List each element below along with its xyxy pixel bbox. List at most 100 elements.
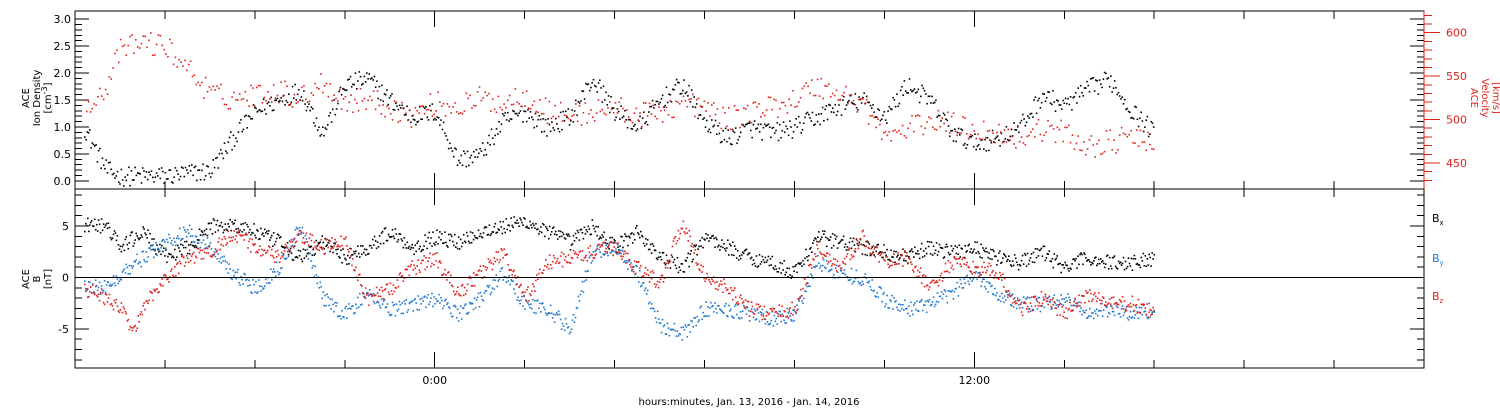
bx-point-283 xyxy=(364,248,366,251)
velocity-point-100 xyxy=(272,84,275,86)
by-point-430 xyxy=(509,283,511,286)
velocity-point-66 xyxy=(208,86,211,88)
density-point-661 xyxy=(916,91,918,93)
bx-point-740 xyxy=(816,240,818,243)
by-point-145 xyxy=(227,272,229,274)
bz-point-473 xyxy=(551,260,554,263)
velocity-point-372 xyxy=(786,112,789,114)
density-point-315 xyxy=(480,150,483,152)
bx-point-953 xyxy=(1026,252,1029,255)
bz-point-625 xyxy=(702,265,704,268)
bx-point-596 xyxy=(673,258,676,261)
bx-point-555 xyxy=(633,233,635,236)
velocity-point-260 xyxy=(575,103,577,105)
bz-point-905 xyxy=(979,271,981,274)
bz-point-443 xyxy=(522,291,524,293)
velocity-point-119 xyxy=(308,100,311,103)
by-point-780 xyxy=(855,269,858,272)
bx-point-737 xyxy=(813,239,815,242)
bx-point-394 xyxy=(473,235,476,237)
density-point-657 xyxy=(911,90,913,93)
by-point-880 xyxy=(954,287,957,290)
velocity-point-473 xyxy=(977,133,979,136)
by-point-268 xyxy=(349,307,351,309)
velocity-point-396 xyxy=(831,92,834,95)
by-point-960 xyxy=(1033,296,1036,299)
bz-point-273 xyxy=(354,269,356,272)
bx-point-264 xyxy=(345,258,347,261)
bx-point-453 xyxy=(532,222,534,225)
by-point-403 xyxy=(482,299,485,302)
by-point-1025 xyxy=(1098,310,1100,312)
bz-point-423 xyxy=(502,257,505,259)
by-point-768 xyxy=(843,269,846,271)
bz-point-841 xyxy=(916,276,918,278)
density-point-730 xyxy=(1003,140,1005,143)
density-point-222 xyxy=(363,75,366,78)
by-point-1030 xyxy=(1102,309,1105,311)
bz-point-193 xyxy=(274,250,277,253)
bx-point-955 xyxy=(1028,259,1031,262)
bz-point-353 xyxy=(433,264,435,266)
bx-point-680 xyxy=(756,266,759,268)
by-point-1081 xyxy=(1153,311,1155,313)
density-point-589 xyxy=(825,105,828,107)
bz-point-408 xyxy=(487,258,490,260)
velocity-point-103 xyxy=(278,101,281,104)
bx-point-367 xyxy=(447,246,449,248)
by-point-214 xyxy=(295,226,298,229)
density-point-49 xyxy=(145,171,148,173)
velocity-point-245 xyxy=(546,122,549,124)
density-point-181 xyxy=(311,108,314,110)
velocity-point-300 xyxy=(650,113,653,115)
bx-point-813 xyxy=(888,258,890,261)
velocity-point-501 xyxy=(1030,131,1032,133)
bz-point-574 xyxy=(651,270,654,272)
bz-point-1001 xyxy=(1074,297,1076,300)
bx-point-149 xyxy=(231,221,233,223)
velocity-point-373 xyxy=(788,98,790,100)
bz-point-857 xyxy=(931,279,934,282)
density-point-798 xyxy=(1088,90,1091,93)
bz-point-534 xyxy=(612,254,614,257)
bx-point-889 xyxy=(963,256,966,259)
by-point-365 xyxy=(445,298,447,301)
by-point-742 xyxy=(818,262,820,264)
density-point-269 xyxy=(422,106,425,108)
bx-point-472 xyxy=(550,231,553,233)
by-point-62 xyxy=(145,251,147,253)
by-point-267 xyxy=(348,303,350,305)
velocity-point-155 xyxy=(376,90,379,92)
by-point-754 xyxy=(829,269,832,271)
bz-point-268 xyxy=(349,247,351,250)
bz-point-597 xyxy=(674,236,677,238)
by-point-579 xyxy=(656,310,659,313)
by-point-35 xyxy=(118,280,121,282)
density-point-235 xyxy=(379,99,382,101)
bz-point-137 xyxy=(219,248,222,251)
velocity-point-129 xyxy=(327,95,330,98)
bx-point-471 xyxy=(549,233,552,236)
bx-point-185 xyxy=(267,233,269,235)
by-point-299 xyxy=(379,306,382,309)
density-point-748 xyxy=(1025,121,1028,123)
density-point-414 xyxy=(605,91,607,94)
bx-point-119 xyxy=(201,231,204,233)
bx-point-655 xyxy=(732,241,734,244)
bx-point-783 xyxy=(858,241,861,244)
bx-point-1014 xyxy=(1087,259,1089,261)
density-point-773 xyxy=(1057,100,1059,102)
bx-point-903 xyxy=(977,250,979,253)
bz-point-963 xyxy=(1036,300,1039,303)
bz-point-1053 xyxy=(1125,309,1128,312)
density-point-724 xyxy=(995,136,998,139)
density-point-57 xyxy=(155,172,158,174)
velocity-point-347 xyxy=(739,126,741,129)
bx-point-634 xyxy=(711,235,713,237)
by-point-862 xyxy=(936,292,939,294)
bx-point-388 xyxy=(467,240,470,243)
by-point-745 xyxy=(821,270,823,272)
by-point-1007 xyxy=(1080,307,1082,309)
bz-point-441 xyxy=(520,283,522,286)
bz-point-99 xyxy=(181,255,184,257)
